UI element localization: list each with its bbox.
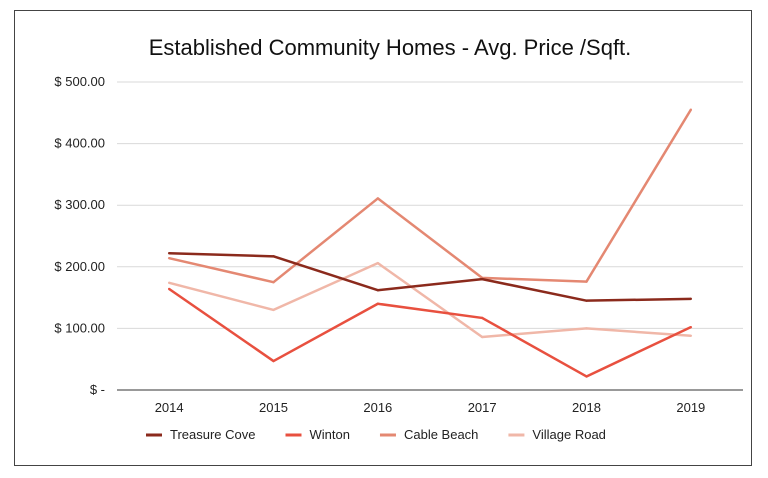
data-point [585, 280, 588, 283]
data-point [585, 299, 588, 302]
data-point [585, 375, 588, 378]
data-point [272, 255, 275, 258]
data-point [585, 327, 588, 330]
legend-label: Village Road [532, 427, 605, 442]
data-point [272, 281, 275, 284]
data-point [689, 334, 693, 337]
data-point [689, 297, 693, 301]
x-tick-label: 2017 [468, 400, 497, 415]
series-line-treasure-cove [169, 251, 691, 302]
data-point [376, 302, 380, 305]
y-tick-label: $ 200.00 [54, 259, 105, 274]
series-line-village-road [168, 261, 691, 339]
x-tick-label: 2019 [676, 400, 705, 415]
data-point [167, 281, 171, 285]
gridlines [117, 81, 743, 391]
data-point [272, 359, 275, 363]
x-tick-label: 2014 [155, 400, 184, 415]
x-tick-label: 2018 [572, 400, 601, 415]
data-point [376, 197, 380, 200]
legend: Treasure Cove Winton Cable Beach Village Ro… [146, 427, 606, 442]
series-lines [167, 108, 693, 378]
data-point [689, 325, 693, 329]
y-tick-label: $ 300.00 [54, 197, 105, 212]
data-point [376, 289, 380, 292]
data-point [376, 261, 380, 265]
chart-frame: Established Community Homes - Avg. Price… [14, 10, 752, 466]
y-tick-label: $ 400.00 [54, 136, 105, 151]
data-point [689, 108, 693, 111]
y-axis-ticks: $ - $ 100.00 $ 200.00 $ 300.00 $ 400.00 $ 500… [54, 74, 105, 397]
data-point [480, 277, 484, 281]
data-point [167, 252, 171, 255]
y-tick-label: $ - [90, 382, 105, 397]
x-tick-label: 2016 [363, 400, 392, 415]
y-tick-label: $ 500.00 [54, 74, 105, 89]
data-point [480, 316, 484, 320]
data-point [167, 287, 171, 291]
line-chart: Established Community Homes - Avg. Price… [54, 35, 743, 442]
legend-label: Winton [310, 427, 350, 442]
series-line-winton [168, 287, 692, 378]
data-point [480, 335, 484, 339]
x-axis-ticks: 2014 2015 2016 2017 2018 2019 [155, 400, 706, 415]
x-tick-label: 2015 [259, 400, 288, 415]
legend-label: Cable Beach [404, 427, 478, 442]
data-point [167, 256, 171, 260]
y-tick-label: $ 100.00 [54, 320, 105, 335]
data-point [272, 308, 275, 312]
legend-label: Treasure Cove [170, 427, 256, 442]
chart-title: Established Community Homes - Avg. Price… [149, 35, 632, 60]
series-line-cable-beach [168, 109, 692, 284]
